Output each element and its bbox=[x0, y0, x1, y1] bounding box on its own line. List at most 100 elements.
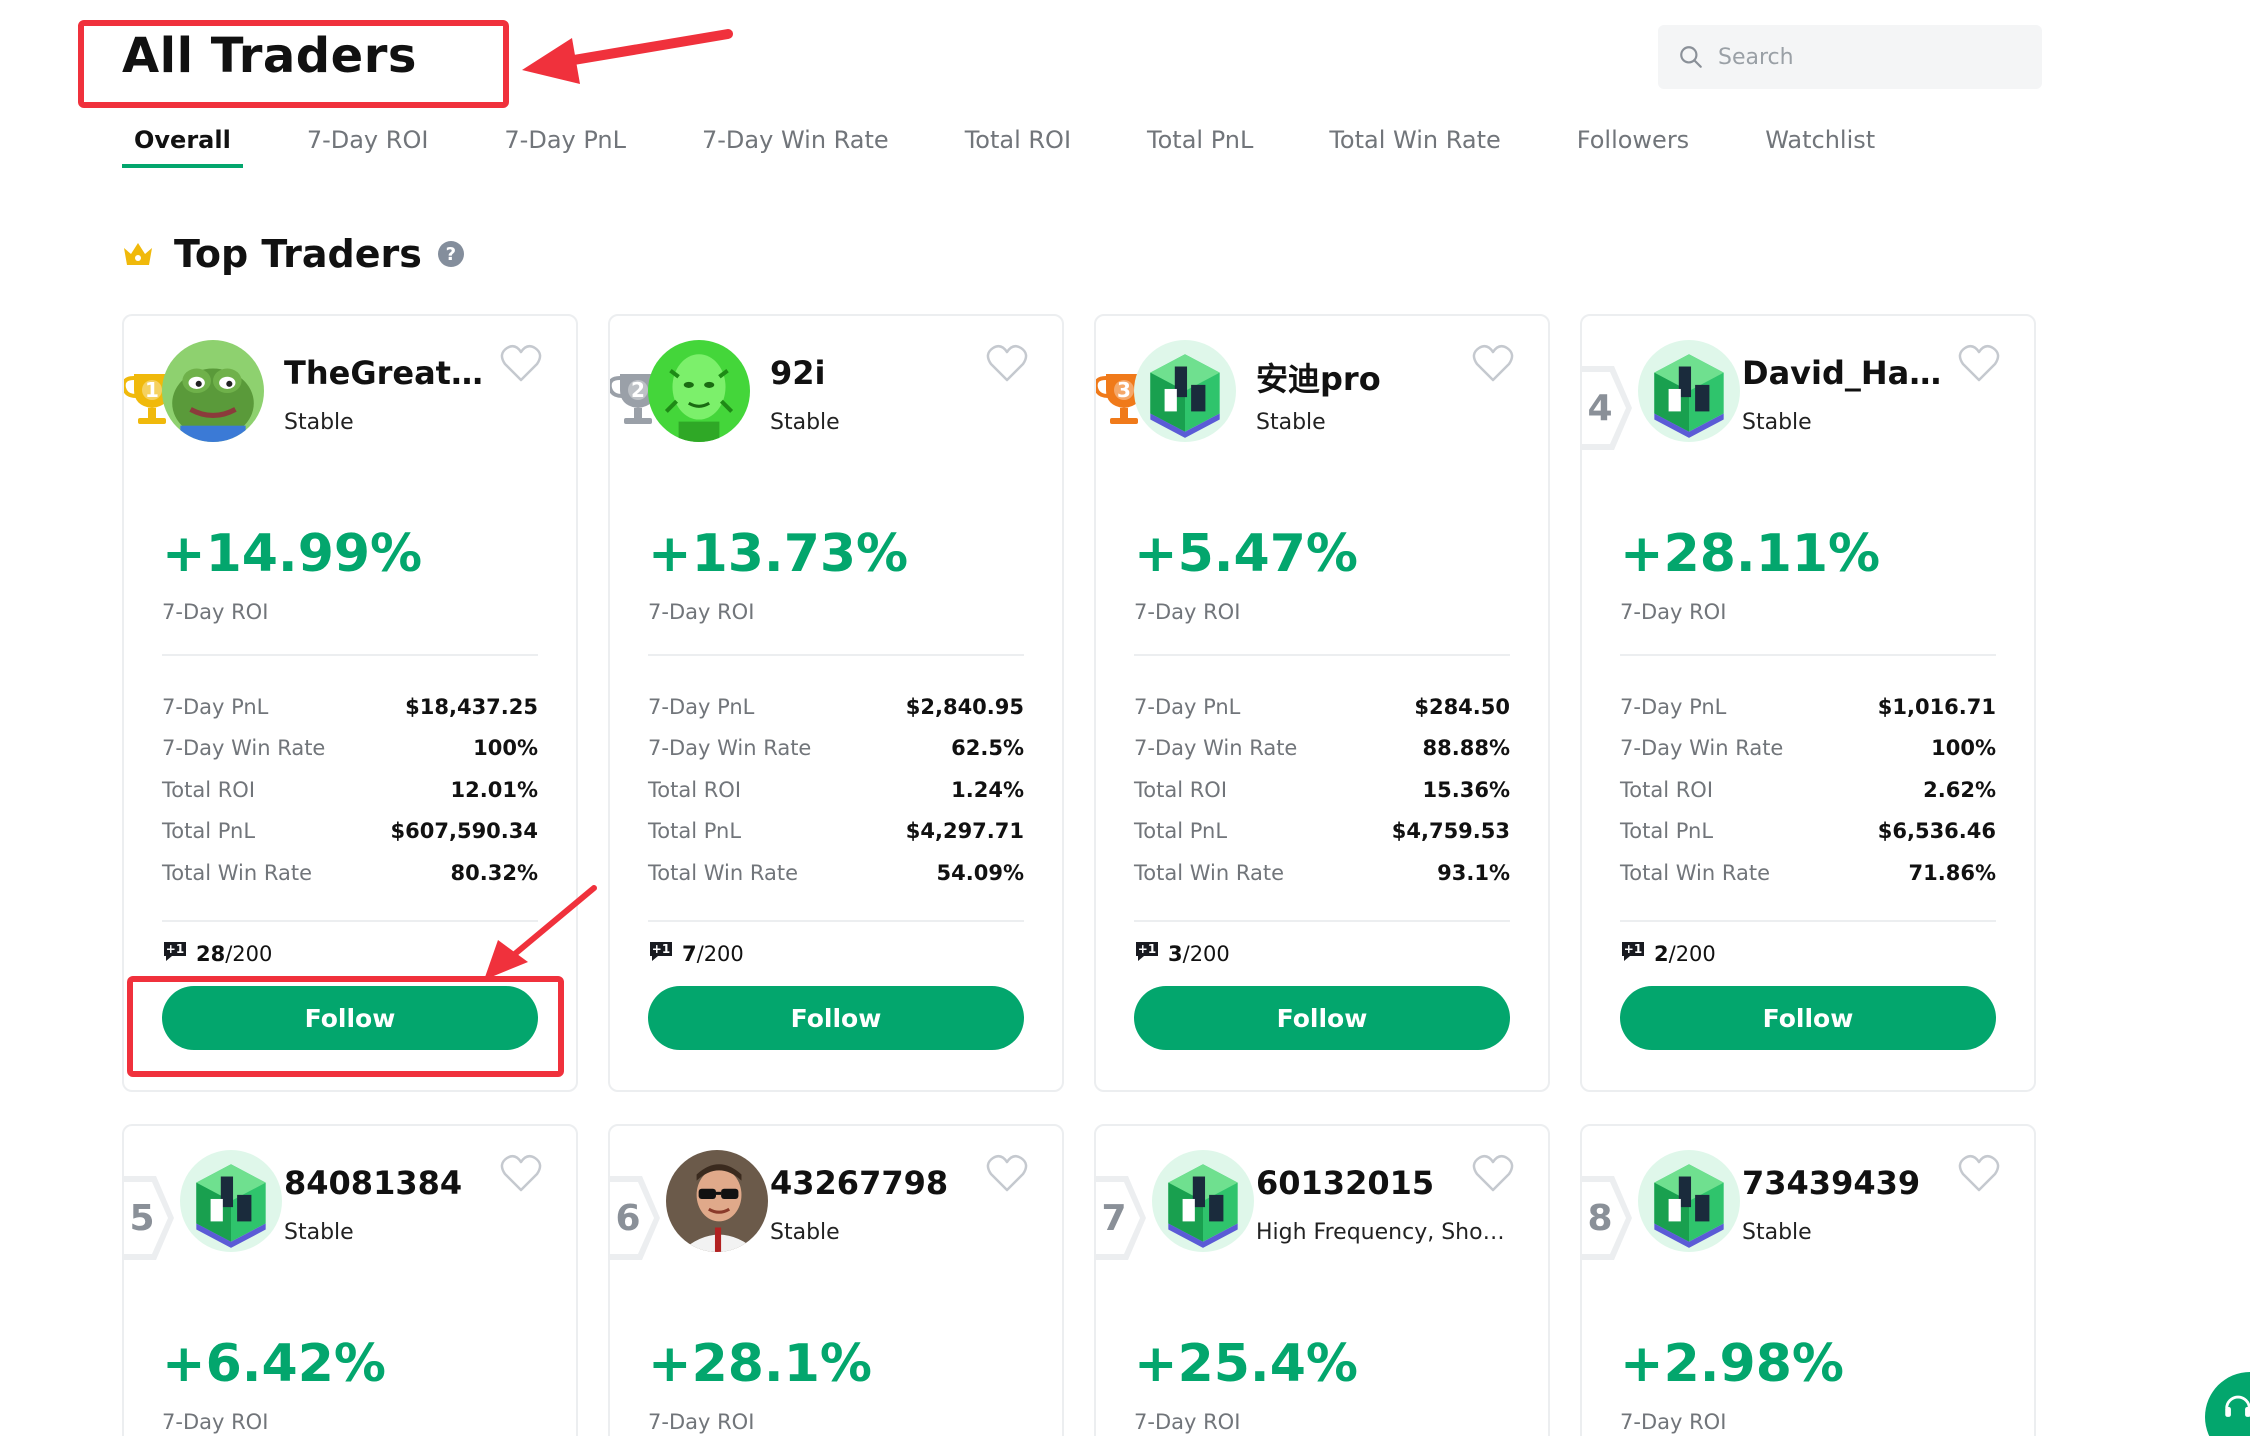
section-title: Top Traders bbox=[174, 232, 422, 276]
trader-card[interactable]: 6 43267798 Stable +28.1% 7-Day ROI bbox=[608, 1124, 1064, 1436]
slots-used: 28 bbox=[196, 941, 226, 966]
trader-card[interactable]: 2 92i Stable +13.73% 7-Day ROI 7-Day PnL $2,84… bbox=[608, 314, 1064, 1092]
trader-card[interactable]: 8 73439439 Stable +2.98% 7-Day ROI bbox=[1580, 1124, 2036, 1436]
stat-label: 7-Day Win Rate bbox=[1134, 736, 1298, 761]
avatar[interactable] bbox=[180, 1150, 282, 1252]
roi-value: +25.4% bbox=[1134, 1334, 1358, 1394]
stat-label: 7-Day Win Rate bbox=[1620, 736, 1784, 761]
stats-list: 7-Day PnL $1,016.71 7-Day Win Rate 100% Tota… bbox=[1620, 686, 1996, 894]
watchlist-heart-icon[interactable] bbox=[1958, 1154, 2000, 1194]
stat-value: 80.32% bbox=[450, 860, 538, 885]
watchlist-heart-icon[interactable] bbox=[986, 1154, 1028, 1194]
rank-number: 5 bbox=[129, 1198, 154, 1239]
headset-icon bbox=[2225, 1395, 2250, 1417]
support-chat-button[interactable] bbox=[2205, 1372, 2250, 1436]
trader-card[interactable]: 4 David_Haan Stable +28.11% 7-Day ROI 7-Day P… bbox=[1580, 314, 2036, 1092]
svg-text:+1: +1 bbox=[1624, 942, 1642, 956]
avatar[interactable] bbox=[648, 340, 750, 442]
tab-7day-pnl[interactable]: 7-Day PnL bbox=[504, 126, 626, 154]
slots-used: 2 bbox=[1654, 941, 1669, 966]
stat-row-total-pnl: Total PnL $6,536.46 bbox=[1620, 811, 1996, 853]
trader-name[interactable]: 43267798 bbox=[770, 1164, 949, 1202]
watchlist-heart-icon[interactable] bbox=[1472, 344, 1514, 384]
trader-name[interactable]: 60132015 bbox=[1256, 1164, 1435, 1202]
stat-row-total-roi: Total ROI 12.01% bbox=[162, 769, 538, 811]
roi-label: 7-Day ROI bbox=[1134, 600, 1241, 624]
avatar[interactable] bbox=[1134, 340, 1236, 442]
avatar[interactable] bbox=[1152, 1150, 1254, 1252]
roi-value: +5.47% bbox=[1134, 524, 1358, 584]
avatar[interactable] bbox=[666, 1150, 768, 1252]
copy-slots: +1 28/200 bbox=[162, 940, 272, 967]
roi-value: +13.73% bbox=[648, 524, 909, 584]
rank-number: 8 bbox=[1587, 1198, 1612, 1239]
section-header: Top Traders ? bbox=[122, 232, 464, 276]
svg-text:+1: +1 bbox=[166, 942, 184, 956]
copy-slots-icon: +1 bbox=[1134, 940, 1168, 967]
watchlist-heart-icon[interactable] bbox=[500, 1154, 542, 1194]
tab-7day-roi[interactable]: 7-Day ROI bbox=[306, 126, 429, 154]
stats-list: 7-Day PnL $2,840.95 7-Day Win Rate 62.5% Tot… bbox=[648, 686, 1024, 894]
stat-label: Total PnL bbox=[162, 819, 256, 844]
stat-row-total-win-rate: Total Win Rate 93.1% bbox=[1134, 852, 1510, 894]
tab-total-win-rate[interactable]: Total Win Rate bbox=[1329, 126, 1501, 154]
stat-row-total-roi: Total ROI 15.36% bbox=[1134, 769, 1510, 811]
trader-name[interactable]: TheGreatpe... bbox=[284, 354, 494, 392]
stat-value: $1,016.71 bbox=[1877, 694, 1996, 719]
tab-total-roi[interactable]: Total ROI bbox=[964, 126, 1072, 154]
follow-button[interactable]: Follow bbox=[648, 986, 1024, 1050]
trader-card[interactable]: 7 60132015 High Frequency, Short ... +25.4%… bbox=[1094, 1124, 1550, 1436]
stat-row-7day-pnl: 7-Day PnL $18,437.25 bbox=[162, 686, 538, 728]
trader-name[interactable]: 84081384 bbox=[284, 1164, 463, 1202]
stat-value: $4,297.71 bbox=[905, 819, 1024, 844]
stat-value: $18,437.25 bbox=[405, 694, 538, 719]
stat-row-7day-pnl: 7-Day PnL $1,016.71 bbox=[1620, 686, 1996, 728]
tab-followers[interactable]: Followers bbox=[1576, 126, 1690, 154]
avatar[interactable] bbox=[1638, 1150, 1740, 1252]
tab-overall[interactable]: Overall bbox=[122, 122, 243, 168]
watchlist-heart-icon[interactable] bbox=[1958, 344, 2000, 384]
avatar[interactable] bbox=[1638, 340, 1740, 442]
tab-bar: Overall 7-Day ROI 7-Day PnL 7-Day Win Ra… bbox=[122, 122, 1939, 168]
trader-tag: Stable bbox=[770, 1220, 840, 1245]
stat-label: Total PnL bbox=[1620, 819, 1714, 844]
svg-text:+1: +1 bbox=[1138, 942, 1156, 956]
follow-button[interactable]: Follow bbox=[1134, 986, 1510, 1050]
tab-watchlist[interactable]: Watchlist bbox=[1765, 126, 1876, 154]
trader-card[interactable]: 3 安迪pro Stable +5.47% 7-Day ROI 7-Day PnL $284… bbox=[1094, 314, 1550, 1092]
watchlist-heart-icon[interactable] bbox=[986, 344, 1028, 384]
search-input[interactable] bbox=[1718, 44, 2018, 70]
roi-value: +28.1% bbox=[648, 1334, 872, 1394]
roi-value: +14.99% bbox=[162, 524, 423, 584]
trader-name[interactable]: 73439439 bbox=[1742, 1164, 1921, 1202]
rank-number: 1 bbox=[145, 378, 159, 402]
roi-label: 7-Day ROI bbox=[162, 600, 269, 624]
stat-value: 12.01% bbox=[450, 777, 538, 802]
help-icon[interactable]: ? bbox=[437, 241, 464, 267]
roi-label: 7-Day ROI bbox=[1134, 1410, 1241, 1434]
trader-card[interactable]: 5 84081384 Stable +6.42% 7-Day ROI bbox=[122, 1124, 578, 1436]
follow-button[interactable]: Follow bbox=[162, 986, 538, 1050]
watchlist-heart-icon[interactable] bbox=[500, 344, 542, 384]
rank-number: 7 bbox=[1101, 1198, 1126, 1239]
slots-max: /200 bbox=[225, 941, 273, 966]
trader-name[interactable]: David_Haan bbox=[1742, 354, 1952, 392]
divider bbox=[1134, 654, 1510, 656]
tab-7day-win-rate[interactable]: 7-Day Win Rate bbox=[702, 126, 889, 154]
avatar[interactable] bbox=[162, 340, 264, 442]
trader-name[interactable]: 92i bbox=[770, 354, 826, 392]
stat-label: 7-Day Win Rate bbox=[648, 736, 812, 761]
stats-list: 7-Day PnL $18,437.25 7-Day Win Rate 100% Tot… bbox=[162, 686, 538, 894]
annotation-arrow-title bbox=[522, 29, 733, 84]
divider bbox=[162, 920, 538, 922]
stat-row-total-win-rate: Total Win Rate 54.09% bbox=[648, 852, 1024, 894]
slots-used: 7 bbox=[682, 941, 697, 966]
trader-name[interactable]: 安迪pro bbox=[1256, 360, 1381, 398]
stat-row-7day-pnl: 7-Day PnL $2,840.95 bbox=[648, 686, 1024, 728]
follow-button[interactable]: Follow bbox=[1620, 986, 1996, 1050]
watchlist-heart-icon[interactable] bbox=[1472, 1154, 1514, 1194]
search-box[interactable] bbox=[1658, 25, 2042, 89]
stat-value: 71.86% bbox=[1908, 860, 1996, 885]
rank-number: 3 bbox=[1117, 378, 1131, 402]
tab-total-pnl[interactable]: Total PnL bbox=[1147, 126, 1254, 154]
